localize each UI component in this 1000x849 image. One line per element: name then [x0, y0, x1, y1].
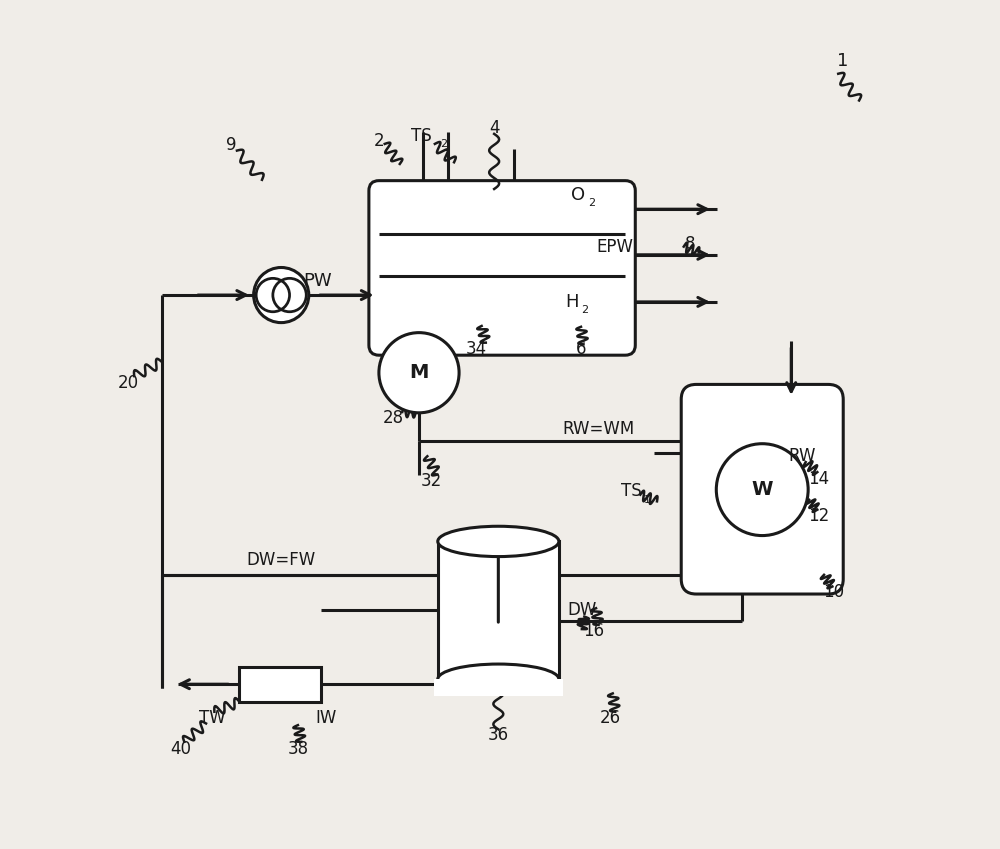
Text: 2: 2 [588, 198, 595, 208]
FancyBboxPatch shape [681, 385, 843, 594]
Text: 26: 26 [600, 710, 621, 728]
Text: TW: TW [199, 710, 225, 728]
Ellipse shape [438, 664, 559, 694]
FancyBboxPatch shape [369, 181, 635, 355]
Text: 34: 34 [466, 340, 487, 358]
Bar [239, 666, 321, 702]
Text: 32: 32 [421, 472, 442, 490]
Text: RW=WM: RW=WM [562, 419, 635, 438]
Text: PW: PW [304, 272, 332, 290]
Circle shape [716, 444, 808, 536]
Text: H: H [565, 293, 579, 311]
Text: O: O [571, 186, 585, 204]
Text: 1: 1 [644, 495, 651, 504]
Text: 20: 20 [118, 374, 139, 391]
Ellipse shape [438, 526, 559, 557]
Text: DW: DW [567, 601, 597, 619]
Text: RW: RW [789, 447, 816, 465]
Text: 10: 10 [823, 582, 845, 600]
Bar [434, 679, 563, 695]
Text: M: M [409, 363, 429, 382]
Text: 8: 8 [685, 235, 696, 253]
Circle shape [379, 333, 459, 413]
Text: 16: 16 [583, 621, 604, 640]
Text: EPW: EPW [597, 238, 634, 256]
Text: 2: 2 [440, 139, 447, 149]
Text: 6: 6 [576, 340, 586, 358]
Text: 1: 1 [837, 53, 848, 70]
Text: 4: 4 [489, 119, 499, 137]
Text: 28: 28 [383, 409, 404, 427]
Bar [438, 542, 559, 679]
Text: 2: 2 [581, 305, 588, 315]
Text: 38: 38 [287, 739, 308, 757]
Text: DW=FW: DW=FW [247, 551, 316, 569]
Text: IW: IW [316, 710, 337, 728]
Text: W: W [751, 481, 773, 499]
Text: TS: TS [411, 127, 431, 145]
Text: 2: 2 [374, 132, 384, 149]
Text: 9: 9 [226, 136, 236, 154]
Text: 36: 36 [488, 726, 509, 745]
Text: 40: 40 [170, 739, 191, 757]
Text: TS: TS [621, 482, 642, 500]
Circle shape [254, 267, 309, 323]
Text: 12: 12 [808, 508, 830, 526]
Text: 14: 14 [808, 469, 830, 488]
